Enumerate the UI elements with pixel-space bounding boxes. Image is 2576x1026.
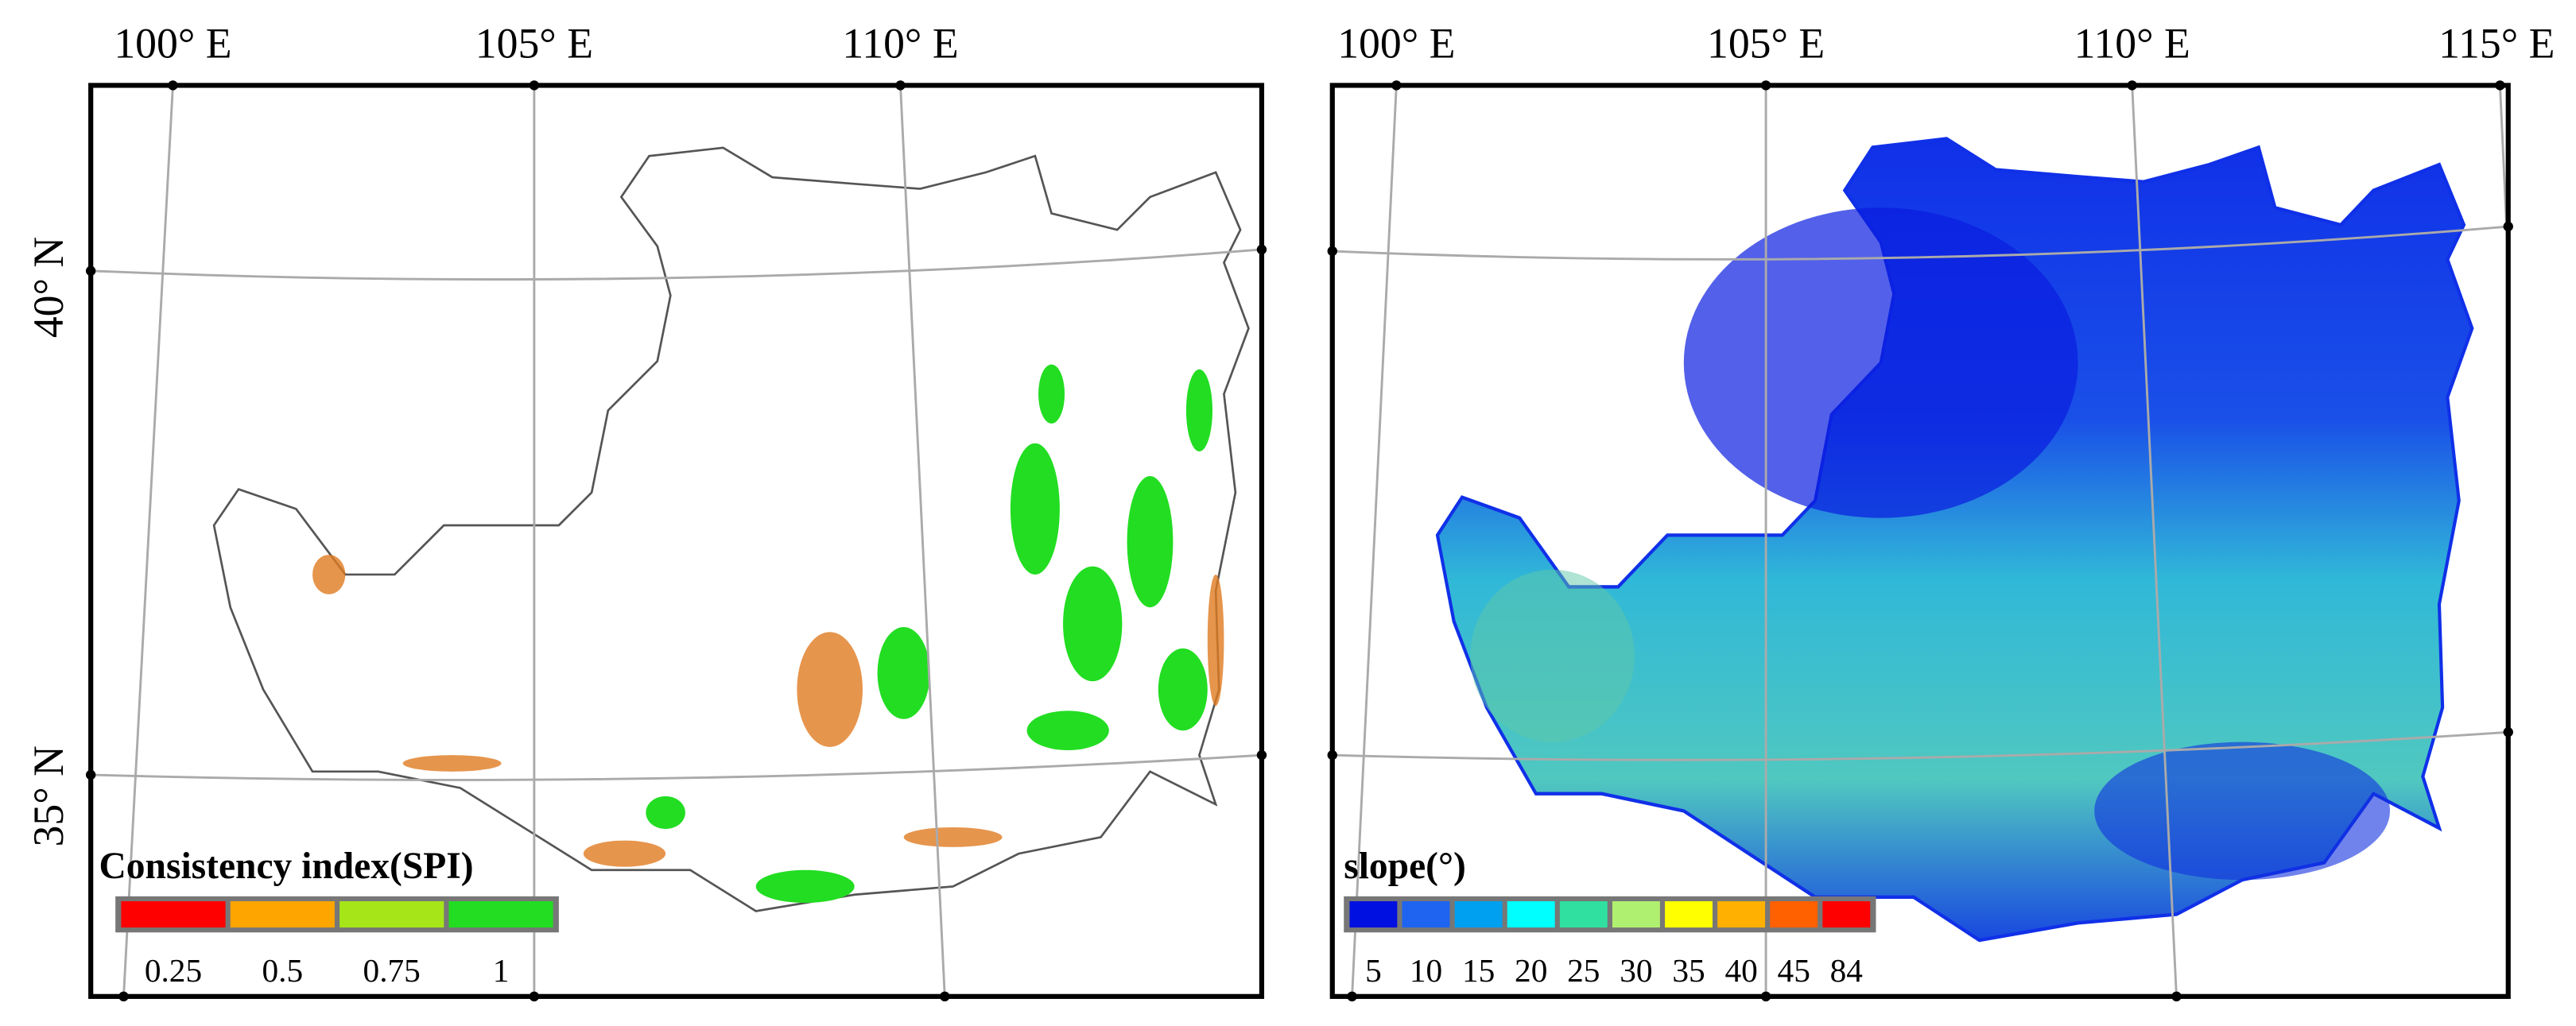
legend-swatch [1665,901,1713,928]
legend-swatch [230,901,335,928]
longitude-label: 115° E [2438,19,2555,67]
longitude-label: 105° E [1707,19,1825,67]
legend-label: 25 [1567,952,1600,989]
longitude-label: 100° E [1337,19,1455,67]
legend-swatch [448,901,553,928]
legend-label: 10 [1410,952,1442,989]
longitude-label: 100° E [114,19,231,67]
legend-label: 35 [1672,952,1705,989]
legend-label: 5 [1365,952,1382,989]
longitude-label: 110° E [842,19,958,67]
latitude-label: 35° N [25,745,72,846]
legend-title: slope(°) [1344,846,1466,887]
right-map [1327,80,2513,1002]
left-map [85,80,1267,1002]
legend-swatch [1349,901,1398,928]
legend-swatch [1770,901,1818,928]
legend-swatch [1402,901,1450,928]
longitude-label: 110° E [2074,19,2190,67]
latitude-label: 40° N [25,237,72,338]
legend-swatch [1717,901,1766,928]
legend-swatch [339,901,444,928]
legend-title: Consistency index(SPI) [99,846,474,887]
legend-swatch [1454,901,1503,928]
legend-label: 45 [1778,952,1810,989]
legend-swatch [1822,901,1871,928]
legend-swatch [1507,901,1555,928]
legend-swatch [1559,901,1608,928]
legend-swatch [121,901,226,928]
legend-label: 0.25 [145,952,202,989]
legend-label: 0.75 [363,952,421,989]
legend-label: 84 [1830,952,1863,989]
legend-label: 0.5 [262,952,304,989]
legend-swatch [1612,901,1660,928]
legend-label: 30 [1620,952,1652,989]
legend-label: 15 [1462,952,1495,989]
legend-label: 40 [1724,952,1757,989]
legend-label: 1 [493,952,510,989]
longitude-label: 105° E [475,19,593,67]
legend-label: 20 [1515,952,1547,989]
